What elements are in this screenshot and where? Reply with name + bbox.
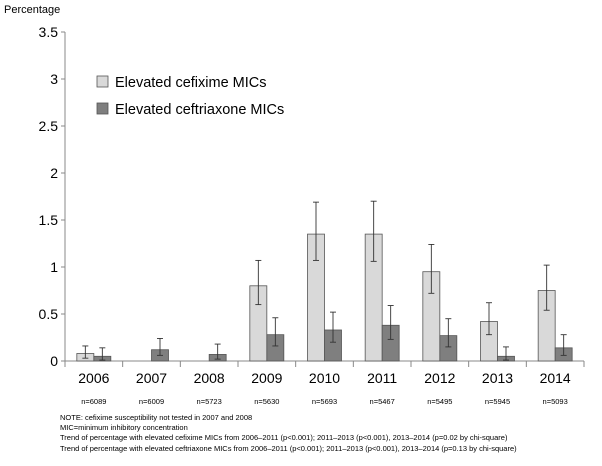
x-tick-label: 2012 bbox=[424, 370, 455, 386]
legend-swatch bbox=[96, 102, 109, 115]
sample-size-label: n=5495 bbox=[427, 397, 452, 406]
y-tick-label: 1.5 bbox=[39, 212, 59, 228]
note-line: Trend of percentage with elevated ceftri… bbox=[60, 443, 517, 453]
x-tick-label: 2009 bbox=[251, 370, 282, 386]
legend-label: Elevated cefixime MICs bbox=[115, 75, 267, 91]
y-tick-label: 0 bbox=[50, 353, 58, 369]
legend-label: Elevated ceftriaxone MICs bbox=[115, 102, 284, 118]
legend: Elevated cefixime MICs Elevated ceftriaxo… bbox=[96, 75, 284, 118]
bar-chart: 00.511.522.533.5 2006n=60892007n=6009200… bbox=[39, 24, 585, 406]
y-tick-label: 3.5 bbox=[39, 24, 59, 40]
y-tick-label: 0.5 bbox=[39, 306, 59, 322]
note-line: NOTE: cefixime susceptibility not tested… bbox=[60, 413, 253, 422]
x-tick-label: 2008 bbox=[194, 370, 225, 386]
y-tick-label: 3 bbox=[50, 71, 58, 87]
sample-size-label: n=5093 bbox=[543, 397, 568, 406]
y-tick-label: 1 bbox=[50, 259, 58, 275]
sample-size-label: n=5945 bbox=[485, 397, 510, 406]
sample-size-label: n=5467 bbox=[370, 397, 395, 406]
x-tick-label: 2006 bbox=[78, 370, 109, 386]
sample-size-label: n=6089 bbox=[81, 397, 106, 406]
chart-notes: NOTE: cefixime susceptibility not tested… bbox=[60, 413, 517, 454]
note-line: Trend of percentage with elevated cefixi… bbox=[60, 433, 508, 443]
sample-size-label: n=5630 bbox=[254, 397, 279, 406]
x-tick-labels: 2006 n=6089 2007 n=6009 2008 n=5723 2009 n=5630… bbox=[78, 370, 571, 406]
sample-size-label: n=6009 bbox=[139, 397, 164, 406]
sample-size-label: n=5723 bbox=[197, 397, 222, 406]
x-tick-label: 2010 bbox=[309, 370, 340, 386]
y-axis-label: Percentage bbox=[4, 4, 61, 16]
x-tick-label: 2011 bbox=[367, 370, 397, 386]
sample-size-label: n=5693 bbox=[312, 397, 337, 406]
x-tick-label: 2013 bbox=[482, 370, 513, 386]
bars bbox=[76, 233, 573, 362]
legend-swatch bbox=[96, 75, 109, 88]
note-line: MIC=minimum inhibitory concentration bbox=[60, 423, 188, 433]
y-tick-label: 2.5 bbox=[39, 118, 59, 134]
x-tick-label: 2014 bbox=[540, 370, 571, 386]
x-tick-label: 2007 bbox=[136, 370, 167, 386]
error-bars bbox=[82, 200, 567, 361]
y-tick-label: 2 bbox=[50, 165, 58, 181]
